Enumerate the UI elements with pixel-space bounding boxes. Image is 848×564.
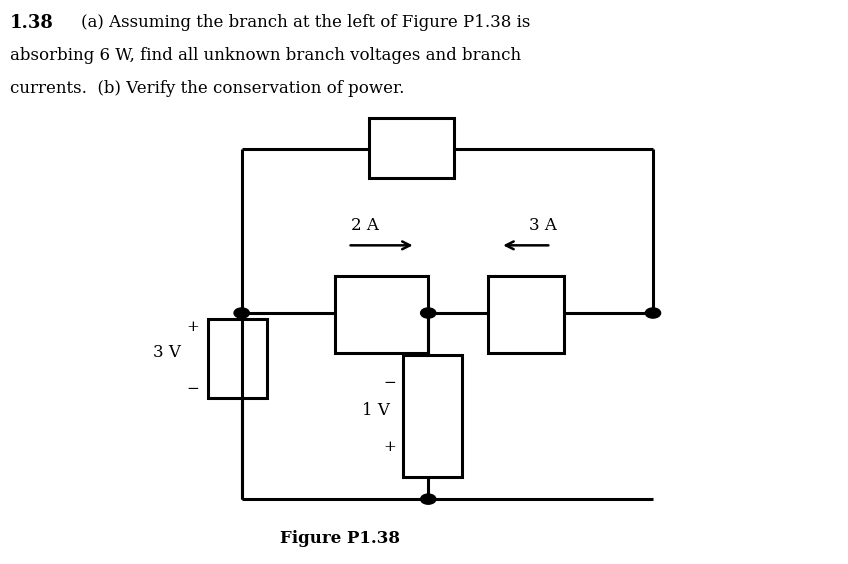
- Text: +: +: [383, 440, 397, 454]
- Bar: [335, 276, 428, 352]
- Text: −: −: [383, 376, 397, 390]
- Bar: [369, 118, 454, 178]
- Text: 1.38: 1.38: [10, 14, 54, 32]
- Bar: [403, 355, 462, 477]
- Circle shape: [234, 308, 249, 318]
- Bar: [208, 319, 267, 398]
- Bar: [488, 276, 564, 352]
- Text: −: −: [186, 382, 199, 396]
- Text: 2 A: 2 A: [351, 217, 378, 234]
- Circle shape: [421, 494, 436, 504]
- Text: currents.  (b) Verify the conservation of power.: currents. (b) Verify the conservation of…: [10, 80, 404, 96]
- Text: absorbing 6 W, find all unknown branch voltages and branch: absorbing 6 W, find all unknown branch v…: [10, 47, 522, 64]
- Circle shape: [421, 308, 436, 318]
- Text: 3 A: 3 A: [529, 217, 556, 234]
- Text: +: +: [186, 320, 199, 334]
- Circle shape: [645, 308, 661, 318]
- Text: 1 V: 1 V: [362, 402, 390, 419]
- Text: 3 V: 3 V: [153, 344, 181, 361]
- Text: (a) Assuming the branch at the left of Figure P1.38 is: (a) Assuming the branch at the left of F…: [81, 14, 530, 31]
- Text: Figure P1.38: Figure P1.38: [280, 530, 400, 547]
